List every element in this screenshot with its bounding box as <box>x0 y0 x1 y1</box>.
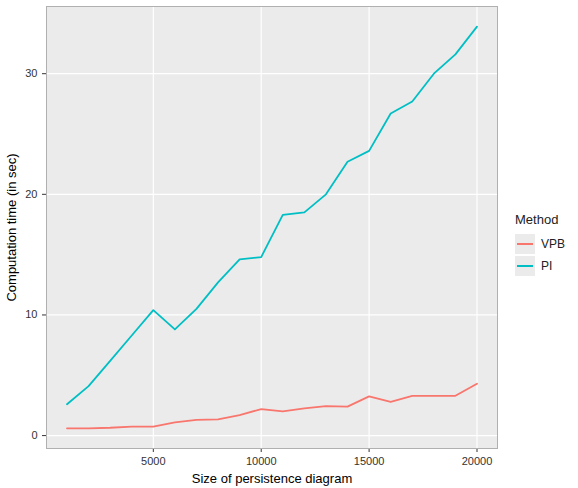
svg-text:Computation time (in sec): Computation time (in sec) <box>4 153 19 301</box>
svg-text:30: 30 <box>25 67 37 79</box>
svg-text:Size of persistence diagram: Size of persistence diagram <box>192 471 352 486</box>
html-text:PI: PI <box>541 258 553 273</box>
svg-text:20: 20 <box>25 188 37 200</box>
svg-text:20000: 20000 <box>462 455 493 467</box>
html-text:Method: Method <box>515 211 559 227</box>
svg-text:10: 10 <box>25 308 37 320</box>
html-text:VPB: VPB <box>541 236 565 251</box>
svg-text:15000: 15000 <box>354 455 385 467</box>
svg-text:5000: 5000 <box>141 455 165 467</box>
svg-text:0: 0 <box>31 429 37 441</box>
svg-text:10000: 10000 <box>246 455 277 467</box>
